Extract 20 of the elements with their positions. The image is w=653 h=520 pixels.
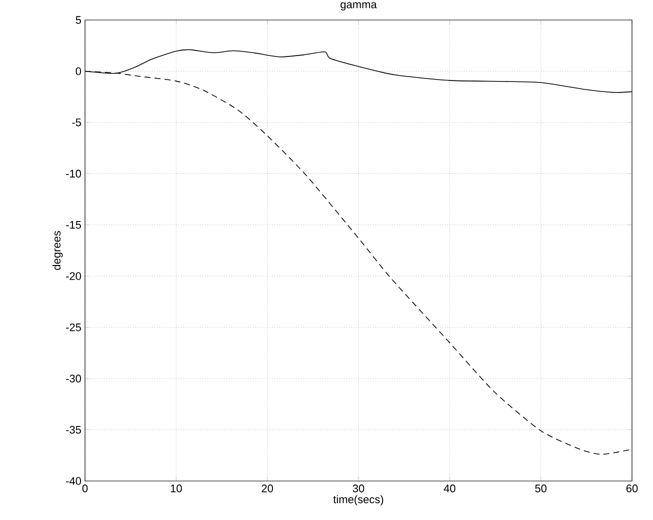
chart-title: gamma: [340, 2, 377, 10]
y-tick-label: 5: [76, 16, 81, 24]
x-tick-label: 20: [262, 484, 274, 492]
y-axis-title: degrees: [52, 231, 63, 270]
y-tick-label: -30: [66, 374, 82, 382]
y-tick-label: -25: [66, 323, 81, 332]
x-tick-label: 30: [352, 484, 364, 492]
x-tick-label: 50: [535, 484, 547, 492]
x-tick-label: 60: [626, 484, 638, 492]
y-tick-label: 0: [76, 67, 82, 76]
x-axis-title: time(secs): [333, 495, 384, 506]
x-tick-label: 10: [170, 484, 182, 492]
y-tick-label: -20: [66, 272, 82, 280]
y-tick-label: -35: [66, 426, 81, 434]
y-tick-label: -10: [66, 170, 82, 178]
x-tick-label: 40: [444, 484, 456, 492]
x-tick-label: 0: [82, 484, 88, 492]
y-tick-label: -40: [66, 477, 82, 485]
y-tick-label: -15: [66, 221, 81, 229]
y-tick-label: -5: [72, 118, 81, 126]
